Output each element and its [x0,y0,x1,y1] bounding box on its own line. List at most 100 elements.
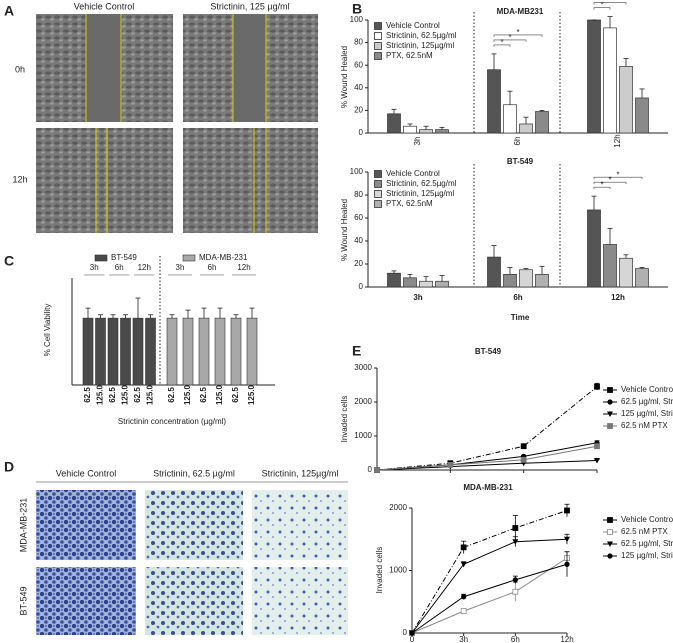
legend-swatch [182,254,196,262]
legend-swatch [374,200,382,208]
y-tick-label: 80 [354,190,363,199]
bar [619,65,633,134]
chart-title: MDA-MB-231 [463,483,513,492]
significance-label: * [500,38,503,47]
line [376,445,598,471]
significance-bracket [593,176,643,180]
marker [520,456,527,463]
significance-bracket [593,2,627,5]
significance-label: * [600,1,603,10]
legend-label: 62.5 µg/ml, Strictinin [621,539,673,548]
x-tick-label: 6h [513,293,522,302]
y-axis-label: Invaded cells [340,396,349,443]
bar [403,277,417,288]
y-tick-label: 40 [354,236,363,245]
bar [230,317,242,386]
y-tick-label: 100 [350,167,364,176]
bar [82,317,94,386]
row-header: BT-549 [18,586,28,615]
x-tick-label: 12h [560,635,573,643]
legend-label: Strictinin, 125µg/ml [386,41,454,50]
chart-title: BT-549 [475,347,502,356]
significance-bracket [593,186,611,190]
significance-bracket [593,7,611,10]
y-tick-label: 0 [359,282,364,291]
panel-label: E [352,343,361,359]
legend-label: MDA-MB-231 [199,253,248,262]
bar [519,123,533,134]
column-header: Vehicle Control [56,468,117,478]
x-tick-label: 3h [413,293,422,302]
panel-d-images [36,481,348,635]
bar [120,317,131,386]
chart-title: BT-549 [507,157,534,166]
marker [460,608,467,615]
y-axis-label: Invaded cells [375,547,384,594]
x-tick-label: 3h [459,635,468,643]
legend-marker [607,423,613,429]
column-header: Vehicle Control [74,1,135,11]
legend-label: PTX, 62.5nM [386,199,433,208]
row-header: 12h [12,174,27,184]
panel-label: D [4,459,14,475]
bar [403,125,417,134]
y-axis-label: % Cell Viability [43,304,52,357]
x-axis-label: Time [511,313,530,322]
bar [435,129,449,134]
x-tick-label: 62.5 [83,387,92,403]
y-axis-label: % Wound Healed [340,46,349,108]
bar [603,27,617,134]
legend-marker [607,529,613,535]
marker [409,630,415,636]
legend-swatch [374,42,382,50]
line [376,442,598,471]
marker [564,561,570,567]
bar [603,244,617,288]
marker [460,561,467,568]
bar [419,129,433,134]
x-tick-label: 0 [410,635,415,643]
marker [512,577,518,583]
marker [512,539,519,545]
group-label: 12h [138,263,151,272]
x-tick-label: 3h [413,137,422,146]
legend-label: Strictinin, 62.5µg/ml [386,31,457,40]
legend-marker [607,387,613,393]
legend-marker [607,411,613,417]
marker [594,443,600,450]
legend-label: BT-549 [111,253,137,262]
line [376,386,598,471]
bar [487,256,501,288]
marker [512,588,519,595]
line [376,459,598,471]
legend-swatch [374,32,382,40]
bar [95,317,106,386]
x-tick-label: 125.0 [121,384,130,405]
bar [619,257,633,288]
legend-label: Strictinin, 125µg/ml [386,189,454,198]
bar [166,317,178,386]
bar [535,111,549,134]
row-header: MDA-MB-231 [18,498,28,553]
line [411,557,568,634]
marker [460,544,467,551]
x-tick-label: 125.0 [146,384,155,405]
y-tick-label: 40 [354,83,363,92]
line [411,510,568,634]
bar [635,268,649,288]
bar [587,209,601,288]
panel-label: C [4,253,14,269]
group-label: 12h [237,263,250,272]
line [411,538,568,634]
significance-bracket [593,181,627,185]
x-tick-label: 6h [513,137,522,146]
x-tick-label: 62.5 [108,387,117,403]
bar [132,317,144,386]
marker [564,507,570,514]
bar [145,317,156,386]
legend-swatch [374,52,382,60]
legend-swatch [374,22,382,30]
y-tick-label: 80 [354,38,363,47]
y-tick-label: 0 [403,628,408,637]
y-tick-label: 3000 [354,363,372,372]
